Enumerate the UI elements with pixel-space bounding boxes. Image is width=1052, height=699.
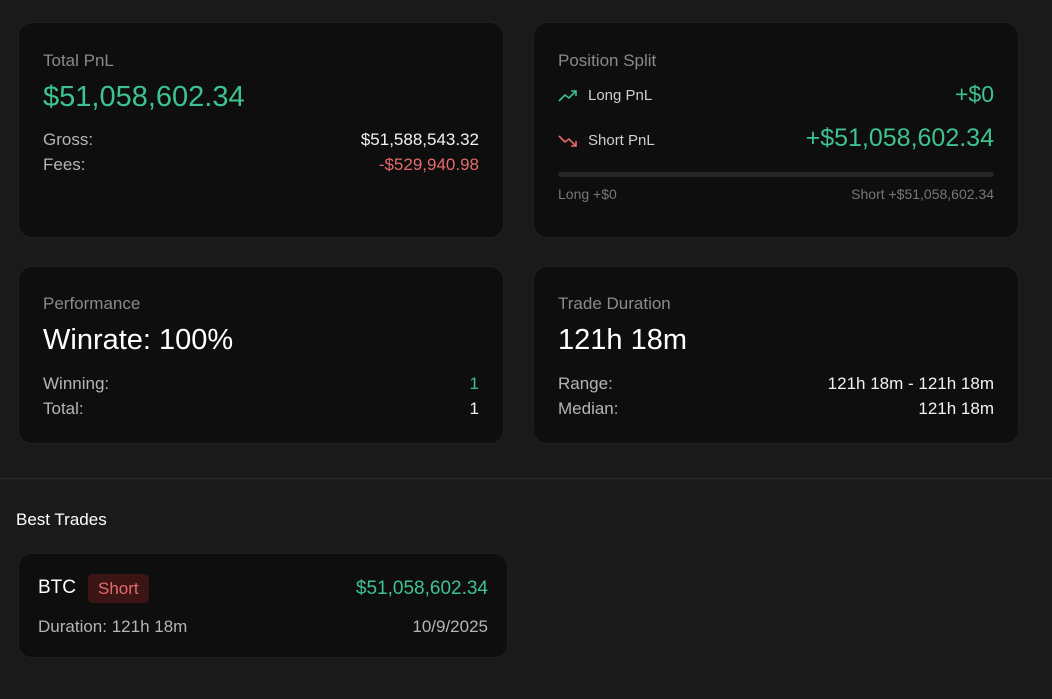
range-value: 121h 18m - 121h 18m [827, 374, 994, 393]
trending-down-icon [558, 134, 578, 148]
fees-value: -$529,940.98 [378, 155, 479, 174]
range-row: Range: 121h 18m - 121h 18m [558, 374, 994, 396]
position-split-label: Position Split [558, 51, 657, 70]
fees-label: Fees: [43, 155, 86, 174]
long-pnl-value: +$0 [954, 81, 994, 107]
performance-label: Performance [43, 294, 141, 313]
total-pnl-card: Total PnL $51,058,602.34 Gross: $51,588,… [18, 22, 504, 238]
gross-value: $51,588,543.32 [360, 130, 479, 149]
long-pnl-row: Long PnL +$0 [558, 81, 994, 117]
total-pnl-value: $51,058,602.34 [43, 81, 245, 113]
position-split-card: Position Split Long PnL +$0 Short PnL +$… [533, 22, 1019, 238]
best-trade-card[interactable]: BTC Short $51,058,602.34 Duration: 121h … [18, 553, 508, 658]
total-pnl-label: Total PnL [43, 51, 114, 70]
position-split-bar [558, 172, 994, 177]
median-value: 121h 18m [918, 399, 994, 418]
short-pnl-value: +$51,058,602.34 [805, 124, 994, 152]
winrate-value: Winrate: 100% [43, 324, 234, 356]
trade-duration-label: Trade Duration [558, 294, 671, 313]
bar-short-label: Short +$51,058,602.34 [851, 186, 994, 202]
trending-up-icon [558, 89, 578, 103]
winning-value: 1 [469, 374, 479, 393]
bar-long-label: Long +$0 [558, 186, 617, 202]
trade-duration-card: Trade Duration 121h 18m Range: 121h 18m … [533, 266, 1019, 444]
trade-date: 10/9/2025 [412, 617, 488, 636]
performance-card: Performance Winrate: 100% Winning: 1 Tot… [18, 266, 504, 444]
total-trades-value: 1 [469, 399, 479, 418]
short-pnl-label: Short PnL [588, 132, 655, 149]
trade-side-badge: Short [88, 574, 149, 603]
gross-row: Gross: $51,588,543.32 [43, 130, 479, 152]
winning-row: Winning: 1 [43, 374, 479, 396]
range-label: Range: [558, 374, 613, 393]
long-pnl-label: Long PnL [588, 87, 653, 104]
total-trades-label: Total: [43, 399, 84, 418]
section-divider [0, 478, 1052, 479]
trade-symbol: BTC [38, 577, 76, 598]
median-label: Median: [558, 399, 619, 418]
short-pnl-row: Short PnL +$51,058,602.34 [558, 124, 994, 162]
winning-label: Winning: [43, 374, 110, 393]
trade-duration: Duration: 121h 18m [38, 617, 188, 636]
trade-pnl: $51,058,602.34 [355, 578, 488, 599]
fees-row: Fees: -$529,940.98 [43, 155, 479, 177]
total-trades-row: Total: 1 [43, 399, 479, 421]
gross-label: Gross: [43, 130, 94, 149]
best-trades-title: Best Trades [16, 510, 107, 529]
trade-duration-value: 121h 18m [558, 324, 687, 356]
median-row: Median: 121h 18m [558, 399, 994, 421]
